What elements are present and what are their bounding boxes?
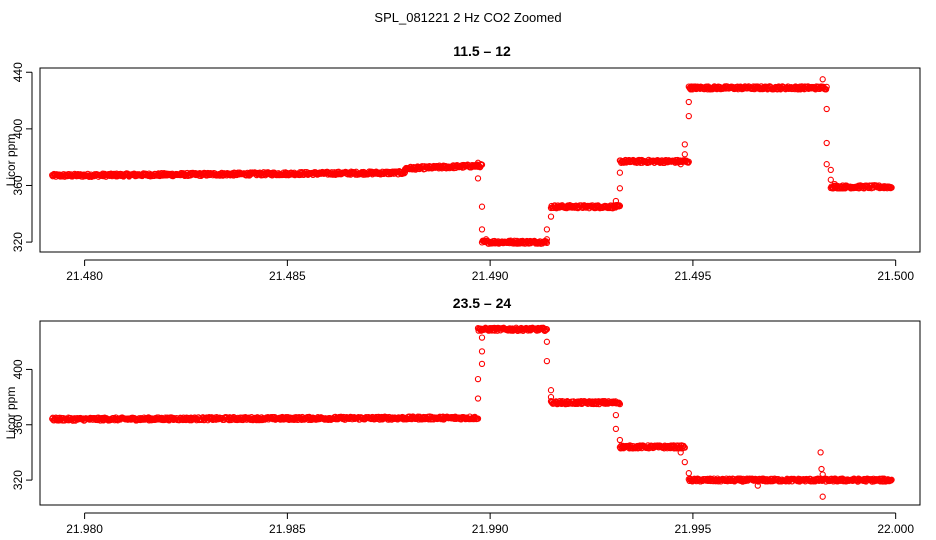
panel-upper-points — [49, 76, 895, 247]
data-point — [685, 158, 692, 165]
x-tick-label: 21.490 — [472, 269, 509, 283]
data-point — [819, 471, 826, 478]
x-tick-label: 21.495 — [675, 269, 712, 283]
data-point — [827, 166, 834, 174]
data-point — [474, 159, 482, 166]
x-tick-label: 21.480 — [66, 269, 103, 283]
data-point — [823, 139, 830, 147]
data-point — [827, 176, 834, 183]
panel-upper: 11.5 – 12 Licor ppm 21.480 21.485 21.490 21… — [4, 43, 921, 283]
data-point — [616, 400, 624, 408]
data-point — [831, 180, 838, 188]
data-point — [823, 161, 830, 168]
data-point — [616, 436, 624, 444]
data-point — [474, 415, 482, 422]
x-tick-label: 21.500 — [877, 269, 914, 283]
y-tick-label: 400 — [11, 359, 25, 379]
data-point — [685, 470, 692, 477]
panel-lower-frame — [39, 320, 921, 506]
data-point — [888, 184, 895, 191]
data-point — [474, 395, 482, 402]
panel-upper-frame — [39, 67, 921, 253]
y-tick-label: 440 — [11, 62, 25, 82]
data-point — [543, 326, 551, 333]
panel-lower-axes: 21.980 21.985 21.990 21.995 22.000 320 360 400 — [11, 359, 914, 536]
x-tick-label: 21.980 — [66, 522, 103, 536]
data-point — [681, 151, 688, 158]
data-point — [823, 83, 830, 91]
data-point — [547, 393, 555, 401]
data-point — [612, 411, 620, 419]
data-point — [677, 161, 684, 168]
data-point — [819, 493, 826, 500]
data-point — [478, 360, 486, 368]
data-point — [888, 476, 895, 483]
data-point — [616, 202, 624, 210]
data-point — [818, 465, 825, 473]
data-point — [474, 375, 482, 383]
data-point — [547, 213, 555, 220]
data-point — [478, 203, 486, 210]
x-tick-label: 21.995 — [675, 522, 712, 536]
data-point — [478, 334, 486, 341]
data-point — [478, 348, 486, 355]
data-point — [616, 169, 624, 176]
data-point — [478, 226, 486, 233]
data-point — [482, 236, 490, 243]
data-point — [543, 236, 551, 243]
data-point — [681, 141, 688, 148]
data-point — [612, 425, 620, 433]
data-point — [543, 338, 551, 345]
data-point — [685, 112, 692, 120]
x-tick-label: 21.985 — [269, 522, 306, 536]
data-point — [543, 357, 551, 365]
data-point — [616, 185, 624, 192]
data-point — [754, 482, 761, 489]
x-tick-label: 21.485 — [269, 269, 306, 283]
x-tick-label: 22.000 — [877, 522, 914, 536]
panel-lower-ylabel: Licor ppm — [4, 387, 18, 440]
y-tick-label: 360 — [11, 414, 25, 434]
y-tick-label: 320 — [11, 470, 25, 490]
data-point — [612, 197, 620, 205]
data-point — [677, 449, 684, 456]
data-point — [823, 105, 830, 113]
panel-lower: 23.5 – 24 Licor ppm 21.980 21.985 21.990 21… — [4, 295, 921, 536]
x-tick-label: 21.990 — [472, 522, 509, 536]
data-point — [681, 458, 688, 466]
data-point — [547, 387, 555, 394]
data-point — [817, 449, 824, 456]
panel-upper-title: 11.5 – 12 — [453, 43, 511, 59]
data-point — [819, 76, 826, 83]
data-point — [474, 175, 482, 182]
panel-upper-ylabel: Licor ppm — [4, 134, 18, 187]
data-point — [685, 98, 692, 106]
y-tick-label: 360 — [11, 175, 25, 195]
data-point — [543, 239, 551, 247]
y-tick-label: 400 — [11, 119, 25, 139]
panel-lower-points — [49, 324, 895, 500]
panel-lower-title: 23.5 – 24 — [453, 295, 512, 311]
panel-upper-axes: 21.480 21.485 21.490 21.495 21.500 320 360 400 4… — [11, 62, 914, 283]
data-point — [681, 444, 688, 451]
figure-title: SPL_081221 2 Hz CO2 Zoomed — [374, 10, 561, 25]
data-point — [543, 226, 551, 233]
y-tick-label: 320 — [11, 232, 25, 252]
